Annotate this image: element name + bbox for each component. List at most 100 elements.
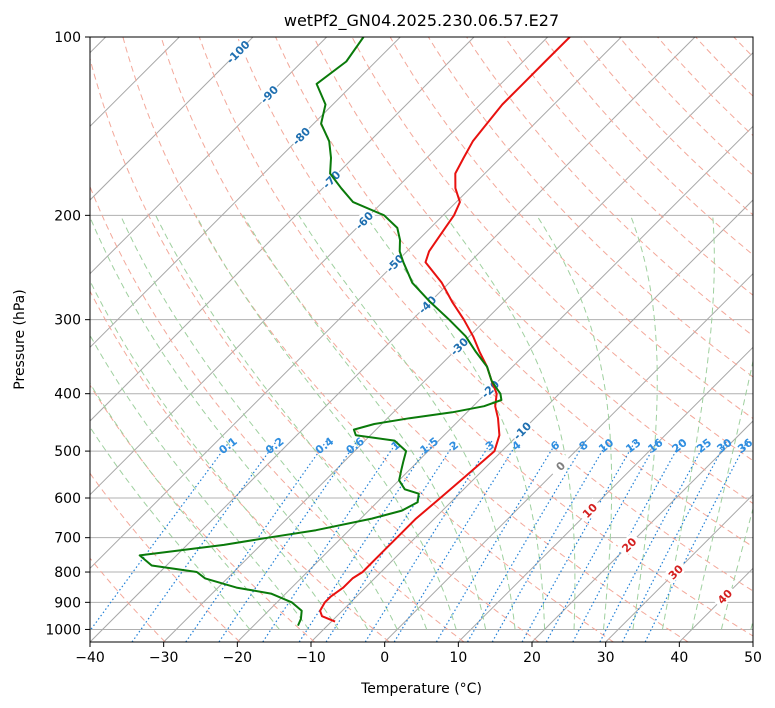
isotherm-label-bg: [288, 123, 314, 149]
mixing-ratio-line: [131, 440, 278, 642]
dry-adiabat: [733, 37, 753, 58]
dry-adiabat: [90, 384, 316, 642]
mixing-ratio-label: 30: [715, 436, 735, 456]
isotherm-line: [90, 37, 549, 496]
mixing-ratio-line: [466, 440, 587, 642]
y-tick-label: 200: [54, 208, 81, 224]
dry-adiabat: [389, 37, 753, 420]
y-axis: 100 200 300 400 500 600 700 800 900 1000: [45, 30, 90, 638]
mixing-ratio-line: [572, 440, 683, 642]
dry-adiabat: [351, 37, 753, 462]
dry-adiabat: [542, 37, 753, 256]
dry-adiabat: [504, 37, 753, 296]
mixing-ratio-label: 13: [623, 436, 643, 456]
moist-adiabat: [298, 215, 516, 630]
isotherm-line: [90, 37, 328, 275]
chart-title: wetPf2_GN04.2025.230.06.57.E27: [284, 11, 559, 31]
isotherm-label-bg: [256, 81, 282, 107]
x-tick-label: −10: [296, 650, 326, 666]
x-tick-label: −20: [223, 650, 253, 666]
isotherm-line: [90, 37, 401, 349]
dry-adiabat: [198, 37, 753, 637]
background-lines: [90, 37, 753, 642]
dry-adiabat: [237, 37, 753, 592]
isotherm-line: [457, 346, 753, 642]
moist-adiabat: [90, 334, 310, 630]
dry-adiabat: [90, 56, 540, 642]
isotherm-line: [678, 567, 753, 642]
dry-adiabat: [90, 472, 241, 642]
isotherm-label-bg: [547, 453, 573, 479]
y-tick-label: 500: [54, 444, 81, 460]
y-tick-label: 100: [54, 30, 81, 46]
dry-adiabat: [466, 37, 753, 337]
isotherm-line: [90, 37, 622, 570]
isotherm-label-bg: [318, 166, 344, 192]
mixing-ratio-line: [364, 440, 493, 642]
isotherm-line: [236, 125, 753, 642]
moist-adiabat: [90, 382, 280, 630]
x-tick-label: −40: [75, 650, 105, 666]
moist-adiabat: [750, 619, 753, 630]
moist-adiabat: [630, 215, 658, 630]
x-tick-label: 30: [597, 650, 615, 666]
moist-adiabat: [536, 215, 613, 630]
moist-adiabat: [691, 358, 753, 630]
y-axis-label: Pressure (hPa): [12, 289, 28, 389]
isotherm-line: [384, 272, 753, 642]
x-tick-label: −30: [149, 650, 179, 666]
dry-adiabat: [313, 37, 753, 505]
isotherm-line: [752, 641, 753, 642]
isotherm-label-bg: [577, 497, 602, 523]
moist-adiabat: [661, 215, 715, 630]
isotherm-label-bg: [446, 333, 472, 359]
mixing-ratio-label: 36: [735, 436, 755, 456]
mixing-ratio-line: [298, 440, 432, 642]
mixing-ratio-line: [599, 440, 707, 642]
isotherm-line: [90, 37, 475, 422]
mixing-ratio-line: [521, 440, 637, 642]
x-tick-label: 40: [670, 650, 688, 666]
isotherm-label: -90: [258, 83, 281, 106]
y-tick-label: 700: [54, 531, 81, 547]
moist-adiabat: [444, 215, 576, 630]
isotherm-label-bg: [662, 559, 688, 585]
y-tick-label: 300: [54, 313, 81, 329]
moist-adiabat: [155, 215, 428, 630]
x-tick-label: 10: [449, 650, 467, 666]
x-axis-label: Temperature (°C): [360, 681, 482, 697]
y-tick-label: 800: [54, 565, 81, 581]
moist-adiabat: [90, 426, 251, 630]
isotherm-line: [310, 199, 753, 642]
x-tick-label: 50: [744, 650, 762, 666]
moist-adiabat: [90, 215, 369, 630]
moist-adiabat: [364, 215, 546, 630]
mixing-ratio-line: [262, 440, 399, 642]
isotherm-label-bg: [477, 376, 503, 402]
y-tick-label: 600: [54, 491, 81, 507]
dry-adiabat: [90, 185, 465, 642]
mixing-ratio-label: 1.5: [418, 435, 441, 457]
mixing-ratio-line: [185, 440, 328, 642]
mixing-ratio-line: [435, 440, 558, 642]
temperature-profile-line: [319, 37, 571, 623]
y-tick-label: 900: [54, 595, 81, 611]
y-tick-label: 400: [54, 387, 81, 403]
mixing-ratio-line: [393, 440, 520, 642]
mixing-ratio-line: [325, 440, 457, 642]
moist-adiabat: [195, 215, 457, 630]
isotherm-label-bg: [351, 207, 377, 233]
isotherm-line: [531, 420, 753, 642]
x-tick-label: 0: [380, 650, 389, 666]
mixing-ratio-label: 0.4: [313, 435, 337, 457]
moist-adiabat: [242, 215, 487, 630]
isotherm-label-bg: [616, 532, 642, 557]
x-tick-label: 20: [523, 650, 541, 666]
mixing-ratio-line: [545, 440, 659, 642]
mixing-ratio-label: 0.2: [263, 435, 286, 457]
moist-adiabat: [720, 506, 753, 630]
isotherm-label-bg: [225, 39, 251, 65]
dry-adiabat: [160, 37, 689, 642]
mixing-ratio-label: 10: [596, 436, 616, 456]
